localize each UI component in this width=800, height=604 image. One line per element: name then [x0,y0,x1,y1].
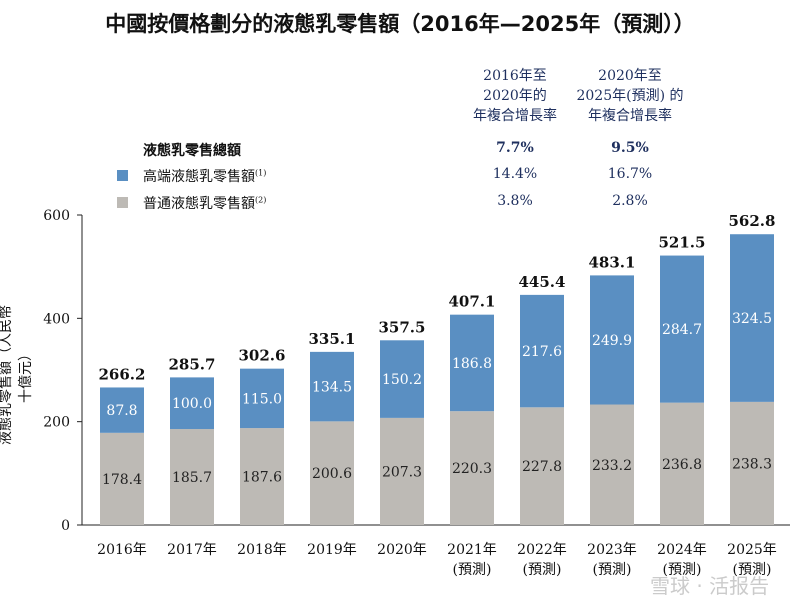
bar-regular [170,429,214,525]
y-tick-label: 200 [43,415,70,431]
bar-label-premium: 100.0 [172,396,212,412]
bar-label-premium: 284.7 [662,322,702,338]
legend-regular: 普通液態乳零售額(2) [143,193,266,213]
bar-total-label: 521.5 [659,234,706,252]
bar-label-regular: 238.3 [732,456,772,472]
legend-swatch-regular [117,197,128,208]
bar-premium [240,368,284,429]
watermark: 雪球 · 活报告 [650,574,770,598]
bar-premium [170,377,214,430]
x-tick-label: (預測) [663,562,702,578]
bar-label-regular: 227.8 [522,459,562,475]
x-tick-label: 2016年 [97,542,147,558]
y-tick-label: 600 [43,208,70,224]
bar-regular [660,402,704,525]
cagr-header-line: 2016年至 [483,68,547,84]
x-tick-label: 2023年 [587,542,637,558]
cagr-premium-2: 16.7% [607,166,653,182]
bar-label-regular: 207.3 [382,464,422,480]
cagr-header-2016-2020: 2016年至 2020年的 年複合增長率 [450,66,580,126]
bar-regular [310,421,354,525]
bar-label-premium: 217.6 [522,344,562,360]
chart-title: 中國按價格劃分的液態乳零售額（2016年—2025年（預測）） [105,12,695,36]
bar-regular [240,428,284,525]
bar-label-premium: 324.5 [732,311,772,327]
x-tick-label: 2021年 [447,542,497,558]
bar-premium [660,255,704,403]
legend-swatch-premium [117,170,128,181]
footnote-mark: (2) [255,195,267,205]
bar-label-premium: 249.9 [592,333,632,349]
bar-premium [310,351,354,422]
legend-label: 普通液態乳零售額 [143,196,255,212]
bar-regular [380,417,424,525]
footnote-mark: (1) [255,168,267,178]
x-tick-label: (預測) [593,562,632,578]
bar-total-label: 407.1 [449,293,496,311]
x-tick-label: 2017年 [167,542,217,558]
bar-premium [520,294,564,408]
x-tick-label: 2018年 [237,542,287,558]
bar-premium [590,275,634,405]
bar-total-label: 357.5 [379,318,426,336]
cagr-regular-2: 2.8% [612,193,648,209]
y-tick-label: 400 [43,311,70,327]
bar-premium [450,314,494,412]
cagr-header-line: 年複合增長率 [588,108,672,124]
bar-total-label: 266.2 [99,365,146,383]
bar-label-premium: 150.2 [382,372,422,388]
bar-regular [590,404,634,525]
bar-total-label: 445.4 [519,273,566,291]
cagr-header-line: 年複合增長率 [473,108,557,124]
bar-label-regular: 233.2 [592,458,632,474]
bar-total-label: 302.6 [239,347,286,365]
x-tick-label: (預測) [453,562,492,578]
cagr-header-line: 2025年(預測) 的 [576,88,684,104]
bar-premium [100,387,144,433]
legend-premium: 高端液態乳零售額(1) [143,166,266,186]
cagr-regular-1: 3.8% [497,193,533,209]
cagr-premium-1: 14.4% [492,166,538,182]
x-tick-label: 2019年 [307,542,357,558]
cagr-total-1: 7.7% [496,140,534,156]
x-tick-label: 2020年 [377,542,427,558]
x-tick-label: (預測) [523,562,562,578]
bar-label-regular: 187.6 [242,470,282,486]
bar-label-premium: 186.8 [452,356,492,372]
bar-label-premium: 134.5 [312,380,352,396]
legend-label: 高端液態乳零售額 [143,169,255,185]
bar-total-label: 335.1 [309,330,356,348]
x-tick-label: 2025年 [727,542,777,558]
bar-label-premium: 87.8 [106,403,137,419]
bar-total-label: 285.7 [169,355,216,373]
x-tick-label: 2022年 [517,542,567,558]
bar-regular [450,411,494,525]
bar-premium [730,234,774,402]
cagr-header-2020-2025: 2020年至 2025年(預測) 的 年複合增長率 [565,66,695,126]
bar-regular [100,432,144,525]
bar-label-premium: 115.0 [242,391,282,407]
bar-label-regular: 220.3 [452,461,492,477]
bar-label-regular: 185.7 [172,470,212,486]
y-tick-label: 0 [61,518,70,534]
bar-label-regular: 178.4 [102,472,142,488]
bar-premium [380,340,424,418]
bar-regular [730,401,774,525]
x-tick-label: 2024年 [657,542,707,558]
cagr-header-line: 2020年至 [598,68,662,84]
x-tick-label: (預測) [733,562,772,578]
bar-label-regular: 200.6 [312,466,352,482]
total-label: 液態乳零售總額 [143,143,241,159]
bar-regular [520,407,564,525]
cagr-header-line: 2020年的 [483,88,547,104]
bar-total-label: 562.8 [729,212,776,230]
bar-total-label: 483.1 [589,253,636,271]
cagr-total-2: 9.5% [611,140,649,156]
bar-label-regular: 236.8 [662,457,702,473]
